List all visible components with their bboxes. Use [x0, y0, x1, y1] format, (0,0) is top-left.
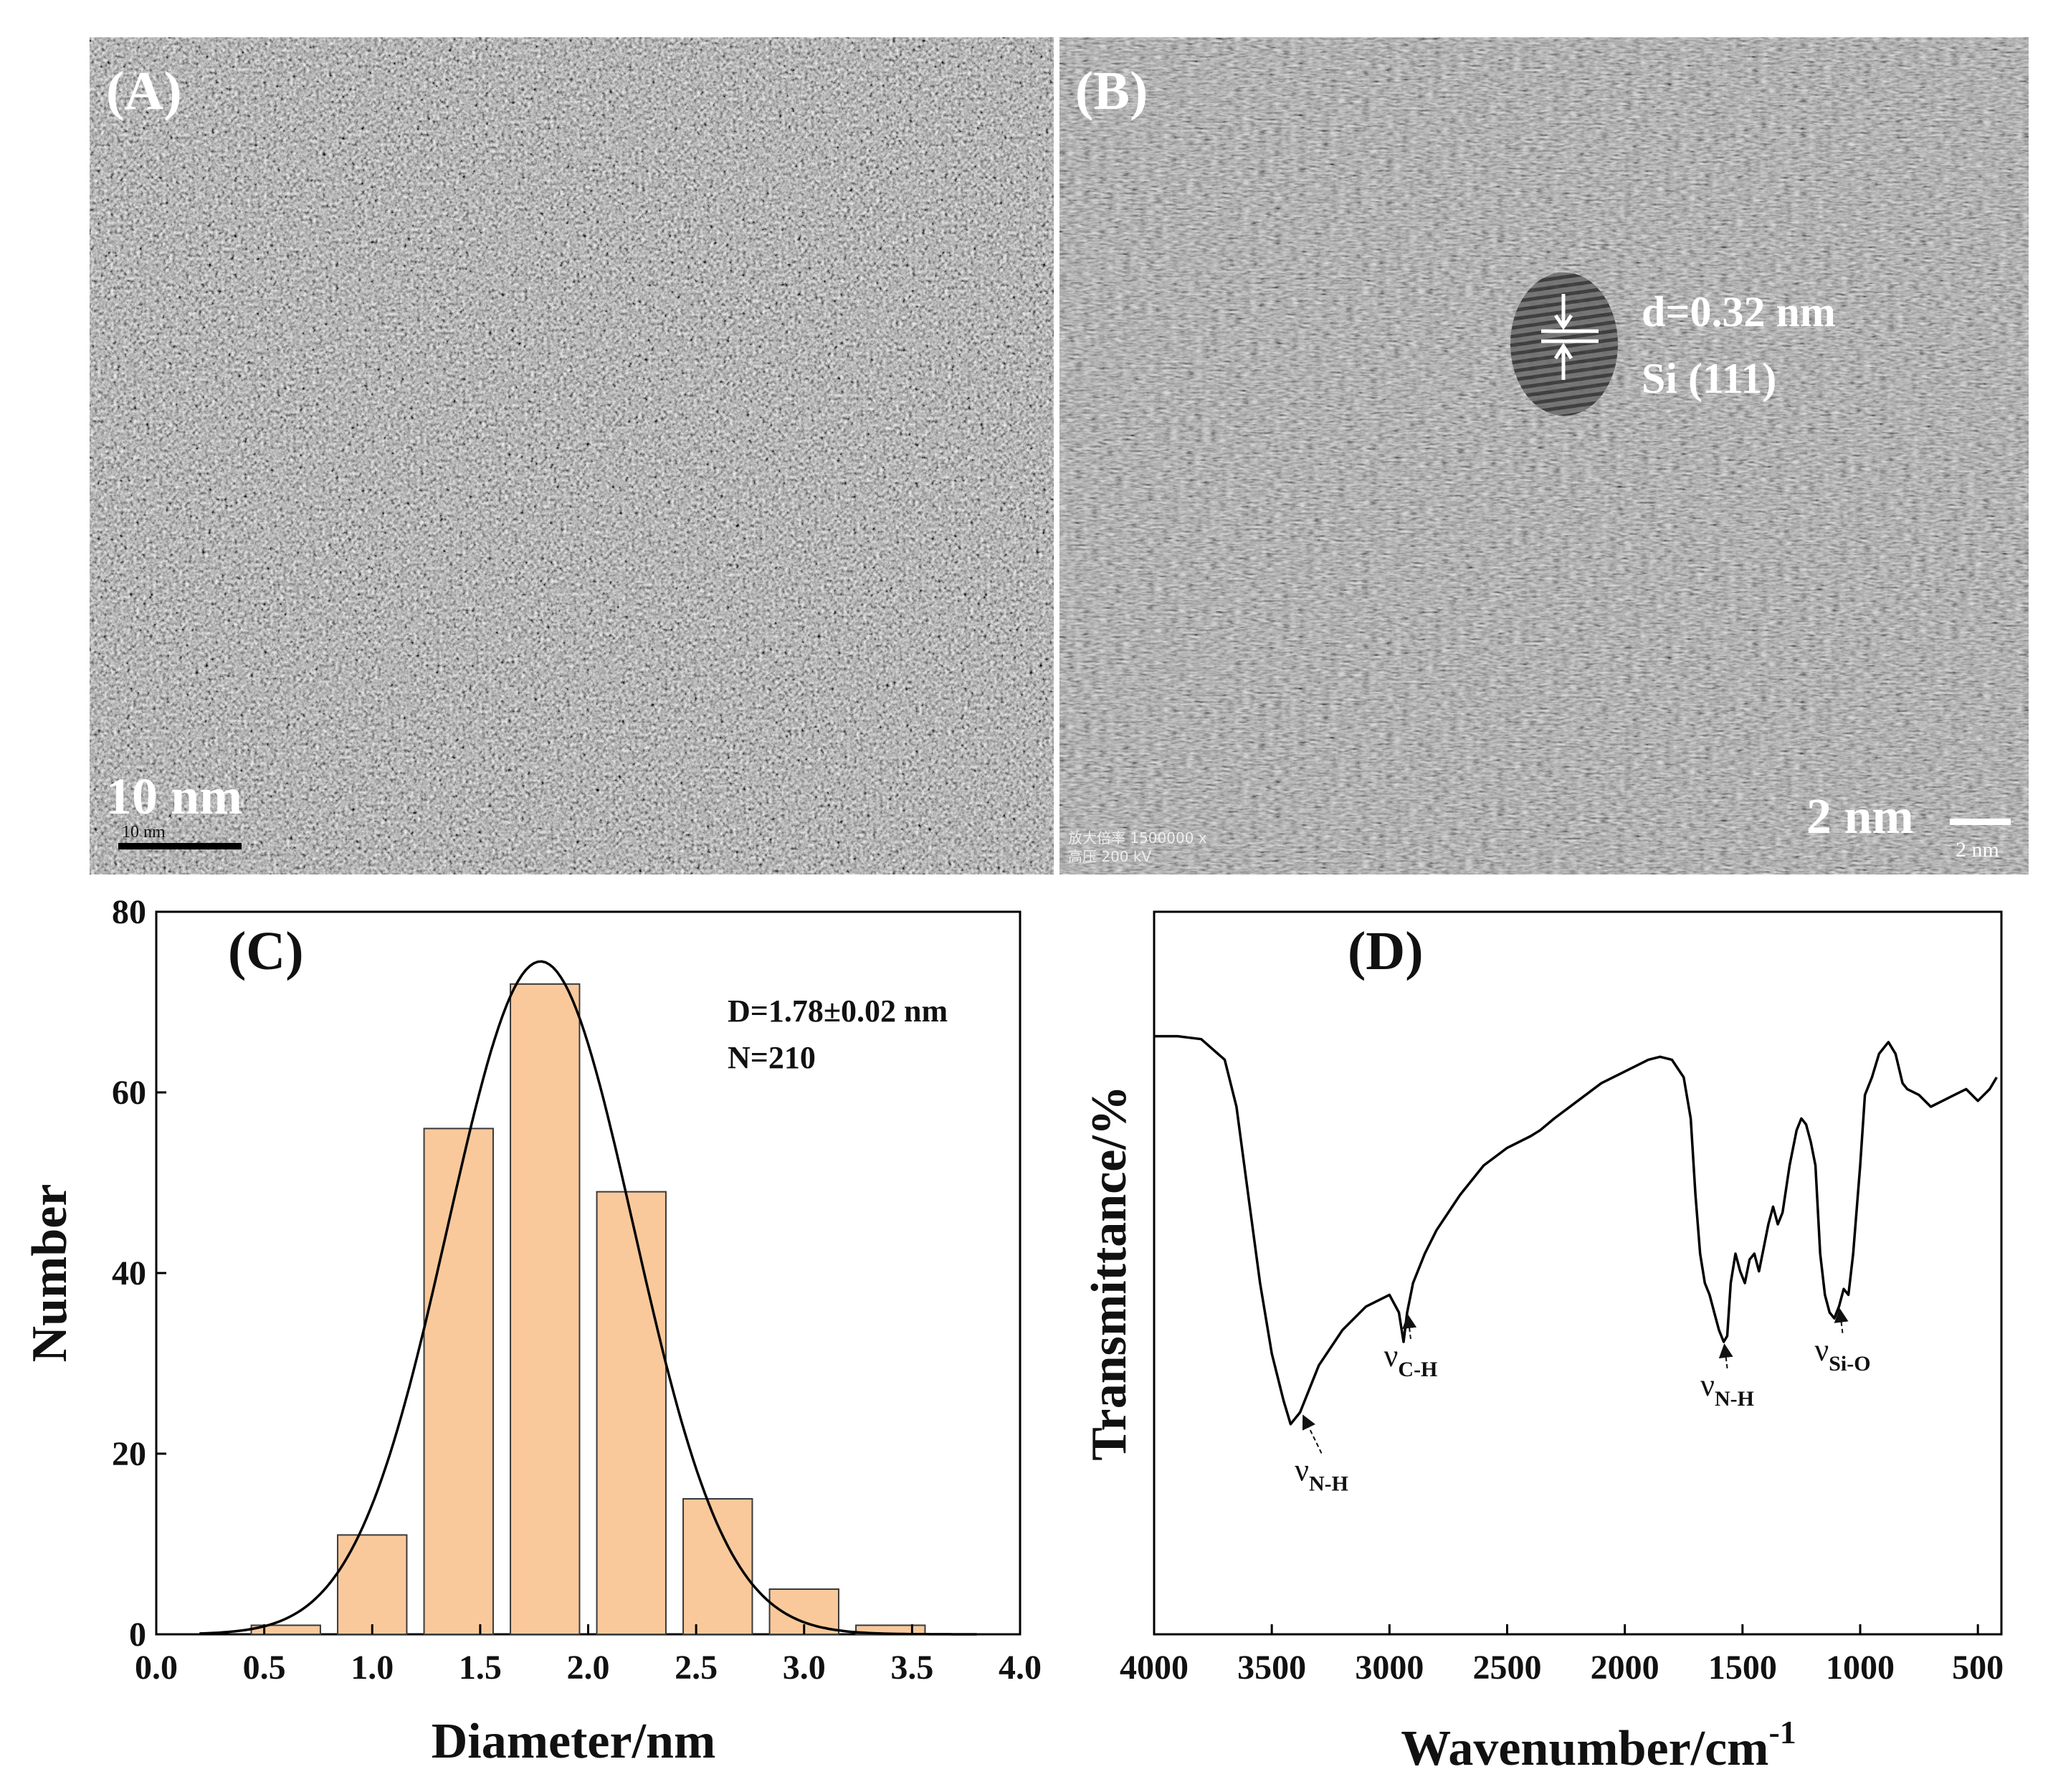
panel-c-y-ticks: 0 20 40 60 80 — [112, 893, 166, 1654]
panel-c-gaussian-fit-line — [199, 960, 977, 1636]
panel-d-annotation-symbol: ν — [1814, 1333, 1829, 1368]
panel-a-tem-texture — [90, 37, 1054, 874]
panel-d-x-axis-title: Wavenumber/cm-1 — [1401, 1714, 1796, 1776]
panel-d-annotation-subscript: C-H — [1398, 1358, 1437, 1381]
panel-c-x-tick-label: 0.5 — [243, 1649, 286, 1687]
panel-c-x-tick-label: 1.5 — [459, 1649, 502, 1687]
panel-d-x-tick-label: 2000 — [1591, 1649, 1659, 1687]
panel-b-scale-bar — [1950, 819, 2011, 825]
panel-d-annotation-label: νN-H — [1700, 1368, 1754, 1411]
panel-d-x-tick-label: 3000 — [1355, 1649, 1424, 1687]
panel-d-x-tick-label: 4000 — [1120, 1649, 1189, 1687]
panel-a-label: (A) — [106, 61, 182, 121]
panel-d-x-axis-title-superscript: -1 — [1768, 1714, 1796, 1750]
panel-d-x-ticks: 4000 3500 3000 2500 2000 1500 1000 500 — [1120, 1624, 2004, 1687]
panel-a-scale-bar — [118, 843, 242, 849]
panel-c-y-tick-label: 0 — [129, 1616, 146, 1654]
panel-d-annotation-arrow — [1834, 1307, 1849, 1333]
panel-a-scale-bar-small-label: 10 nm — [122, 823, 166, 842]
panel-d-annotation-subscript: N-H — [1715, 1387, 1754, 1411]
panel-c-histogram: 0.0 0.5 1.0 1.5 2.0 2.5 3.0 3.5 4.0 0 20 40 60 80 (C… — [22, 893, 1042, 1769]
panel-b-scale-bar-label: 2 nm — [1806, 789, 1914, 844]
panel-c-x-ticks: 0.0 0.5 1.0 1.5 2.0 2.5 3.0 3.5 4.0 — [135, 1624, 1042, 1687]
panel-b-label: (B) — [1075, 61, 1148, 121]
panel-d-annotation-arrow — [1718, 1343, 1733, 1369]
panel-c-x-tick-label: 1.0 — [351, 1649, 394, 1687]
panel-d-label: (D) — [1348, 921, 1424, 981]
panel-c-bar-3 — [510, 983, 581, 1636]
panel-d-annotation-symbol: ν — [1384, 1338, 1399, 1373]
panel-d-annotation-symbol: ν — [1700, 1368, 1715, 1403]
panel-c-y-tick-label: 60 — [112, 1074, 146, 1112]
panel-d-ftir: 4000 3500 3000 2500 2000 1500 1000 500 νN-HνC-H… — [1082, 910, 2004, 1776]
panel-d-annotation-label: νN-H — [1295, 1452, 1348, 1495]
panel-c-bars — [250, 983, 926, 1636]
panel-d-x-tick-label: 1500 — [1708, 1649, 1777, 1687]
panel-b: (B) d=0.32 nm Si (111) 2 nm 2 nm 放大倍率 15… — [1059, 37, 2029, 874]
panel-d-frame — [1153, 910, 2003, 1636]
panel-c-x-axis-title: Diameter/nm — [432, 1714, 716, 1769]
panel-c-y-tick-label: 80 — [112, 893, 146, 931]
panel-d-annotation-subscript: Si-O — [1829, 1352, 1870, 1376]
panel-b-meta-line-1: 放大倍率 1500000 x — [1068, 829, 1207, 847]
panel-c-y-tick-label: 40 — [112, 1254, 146, 1292]
panel-d-x-axis-title-main: Wavenumber/cm — [1401, 1721, 1768, 1776]
panel-d-spectrum-line — [1154, 1034, 1998, 1426]
panel-c-x-tick-label: 3.5 — [890, 1649, 933, 1687]
panel-a: (A) 10 nm 10 nm — [90, 37, 1054, 874]
panel-c-x-tick-label: 4.0 — [999, 1649, 1042, 1687]
panel-d-y-axis-title: Transmittance/% — [1082, 1085, 1137, 1461]
panel-d-x-tick-label: 1000 — [1826, 1649, 1895, 1687]
panel-c-x-tick-label: 3.0 — [783, 1649, 826, 1687]
panel-b-lattice-spacing: d=0.32 nm — [1642, 288, 1836, 335]
panel-c-x-tick-label: 2.0 — [567, 1649, 610, 1687]
panel-b-up-arrow-icon — [1553, 343, 1573, 380]
panel-d-x-tick-label: 2500 — [1473, 1649, 1542, 1687]
panel-d-annotation-label: νSi-O — [1814, 1333, 1870, 1376]
panel-c-bar-5 — [682, 1498, 753, 1635]
panel-c-annotation-count: N=210 — [728, 1040, 816, 1075]
panel-d-annotation-arrow — [1402, 1314, 1417, 1340]
panel-d-x-tick-label: 3500 — [1237, 1649, 1306, 1687]
panel-c-bar-2 — [423, 1128, 494, 1635]
panel-d-x-tick-label: 500 — [1952, 1649, 2004, 1687]
panel-c-y-tick-label: 20 — [112, 1435, 146, 1473]
panel-d-annotation-symbol: ν — [1295, 1452, 1309, 1487]
panel-c-annotation-diameter: D=1.78±0.02 nm — [728, 993, 948, 1029]
panel-c-y-axis-title: Number — [22, 1184, 77, 1363]
panel-b-down-arrow-icon — [1553, 294, 1573, 330]
panel-c-x-tick-label: 0.0 — [135, 1649, 178, 1687]
panel-d-annotation-subscript: N-H — [1309, 1472, 1348, 1495]
panel-c-bar-4 — [596, 1191, 667, 1635]
panel-b-lattice-plane: Si (111) — [1642, 355, 1776, 402]
panel-b-meta-line-2: 高压 200 kV — [1068, 848, 1151, 865]
panel-c-x-tick-label: 2.5 — [675, 1649, 718, 1687]
panel-d-annotation-arrow — [1302, 1414, 1323, 1454]
panel-a-scale-bar-label: 10 nm — [106, 768, 242, 825]
panel-b-scale-bar-small-label: 2 nm — [1956, 838, 1999, 862]
panel-c-bar-1 — [337, 1534, 408, 1635]
panel-c-label: (C) — [228, 921, 304, 981]
panel-d-annotation-label: νC-H — [1384, 1338, 1438, 1381]
panel-b-tem-texture — [1059, 37, 2029, 874]
